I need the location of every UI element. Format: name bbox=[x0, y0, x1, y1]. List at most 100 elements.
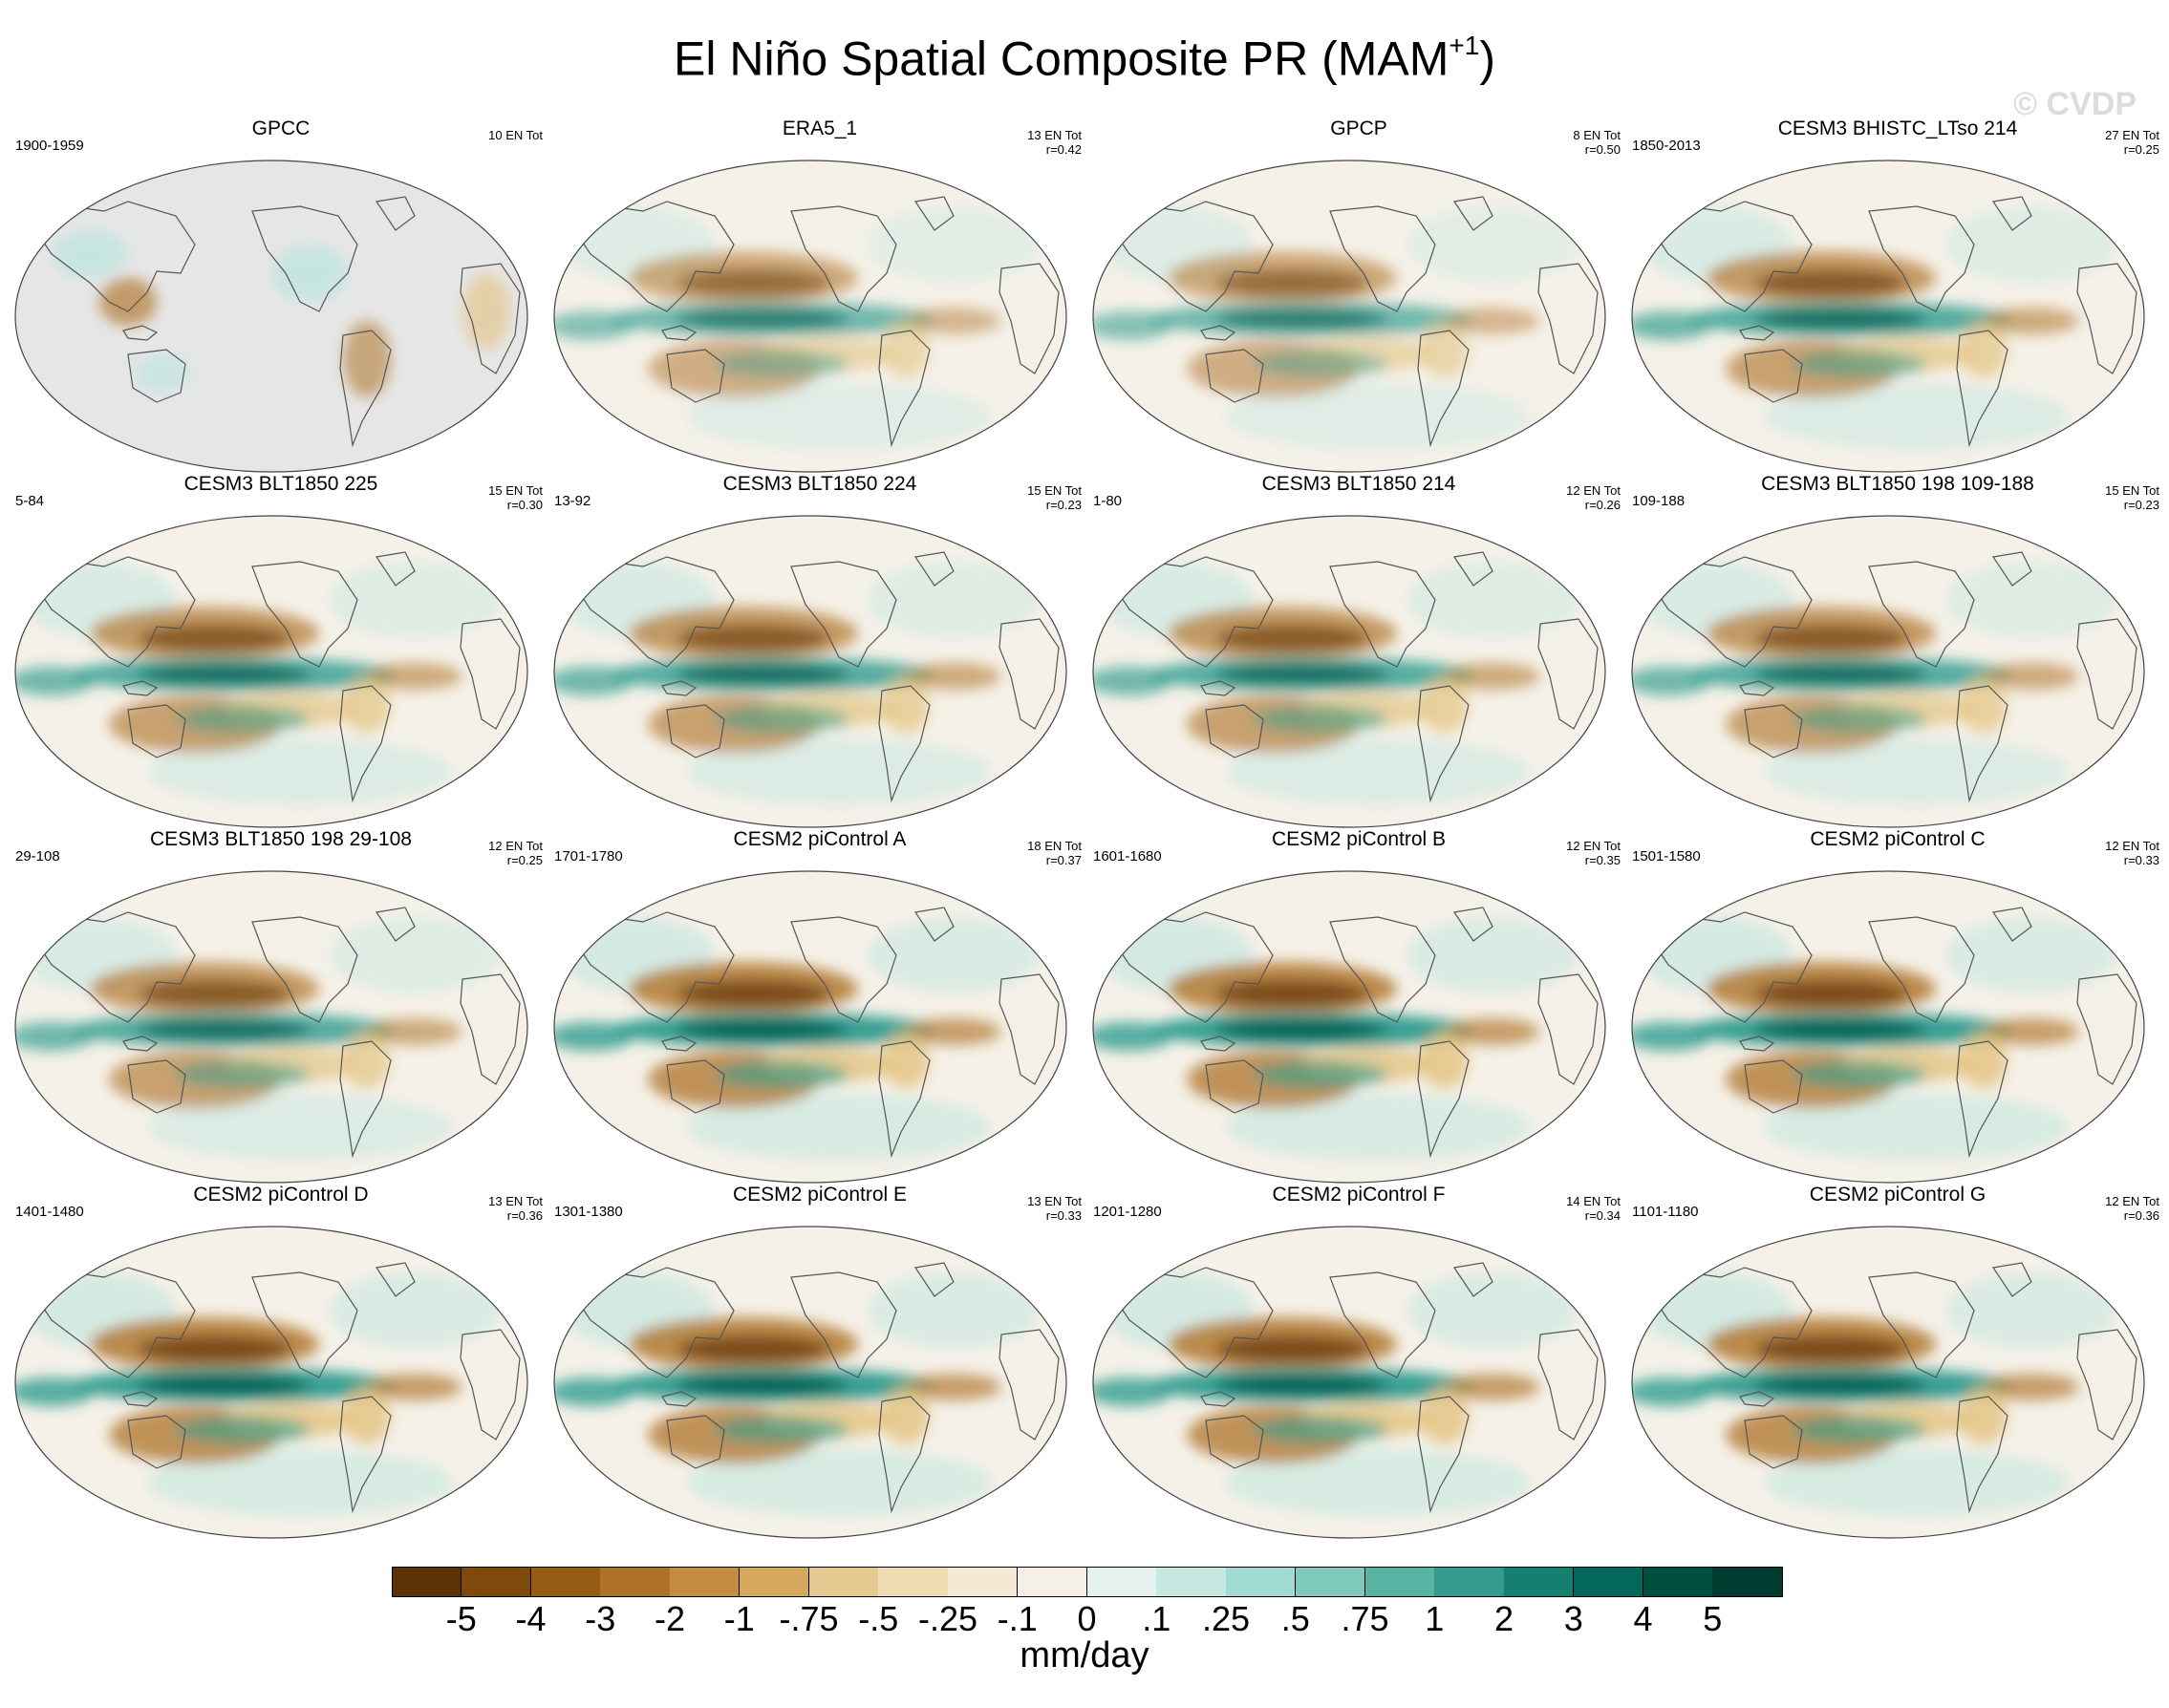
precip-anomaly-spcz bbox=[1793, 1417, 1926, 1443]
precip-anomaly-spcz bbox=[715, 351, 848, 377]
precip-anomaly-indian-ocean-wet bbox=[1632, 1022, 1711, 1051]
panel-stats: 27 EN Tot r=0.25 bbox=[2105, 128, 2159, 157]
precip-anomaly-spcz bbox=[1793, 351, 1926, 377]
coastline bbox=[1744, 349, 1803, 403]
precip-anomaly-south bbox=[147, 738, 453, 805]
panel-stats: 12 EN Tot r=0.35 bbox=[1566, 839, 1621, 867]
precip-anomaly-equatorial-core bbox=[1754, 665, 1926, 684]
panel-stat-line: 13 EN Tot bbox=[1027, 128, 1082, 142]
panel-title: CESM2 piControl E bbox=[732, 1184, 908, 1206]
panel-stats: 10 EN Tot bbox=[488, 128, 543, 142]
coastline bbox=[1991, 551, 2032, 587]
precip-anomaly-indian-ocean-wet bbox=[15, 667, 95, 695]
precip-anomaly-north-dry-core bbox=[1754, 1335, 1907, 1362]
map-border bbox=[14, 515, 528, 828]
coastline bbox=[1991, 907, 2032, 942]
precip-anomaly-south bbox=[686, 1094, 992, 1161]
map-panel: CESM3 BLT1850 214 1-80 12 EN Tot r=0.26 bbox=[1091, 472, 1626, 828]
precip-anomaly-equatorial-core bbox=[1215, 1376, 1387, 1395]
panel-title: CESM3 BLT1850 198 109-188 bbox=[1761, 473, 2034, 495]
panel-stat-line: 10 EN Tot bbox=[488, 128, 543, 142]
panel-stats: 15 EN Tot r=0.23 bbox=[1027, 483, 1082, 512]
map-background bbox=[15, 160, 527, 472]
panel-years: 1850-2013 bbox=[1632, 138, 1701, 154]
precip-anomaly-equatorial-core bbox=[1754, 310, 1926, 329]
colorbar-swatch bbox=[1712, 1567, 1783, 1597]
panel-stat-line: r=0.25 bbox=[2123, 142, 2159, 157]
world-map bbox=[1631, 1226, 2145, 1539]
coastline bbox=[1200, 680, 1236, 696]
precip-anomaly-asia-wet bbox=[52, 230, 128, 278]
precip-anomaly-south bbox=[147, 1449, 453, 1516]
precip-anomaly-ne bbox=[868, 917, 1040, 993]
precip-anomaly-indian-ocean-wet bbox=[15, 1022, 95, 1051]
precip-anomaly-spcz bbox=[176, 1417, 310, 1443]
precip-anomaly-amazon-dry bbox=[882, 321, 930, 378]
panel-stat-line: r=0.33 bbox=[1045, 1208, 1082, 1223]
figure-title-text: El Niño Spatial Composite PR (MAM bbox=[674, 32, 1450, 86]
world-map bbox=[1092, 515, 1606, 828]
precip-anomaly-ne bbox=[868, 1272, 1040, 1349]
coastline bbox=[1956, 330, 2008, 448]
precip-anomaly-amazon-dry bbox=[882, 676, 930, 734]
precip-anomaly-atlantic-dry bbox=[1984, 1374, 2079, 1400]
coastline bbox=[1329, 916, 1436, 1023]
panel-stat-line: 13 EN Tot bbox=[1027, 1194, 1082, 1208]
coastline bbox=[1200, 1035, 1236, 1052]
panel-years: 1401-1480 bbox=[15, 1204, 84, 1220]
coastline bbox=[375, 1262, 416, 1297]
map-border bbox=[1631, 515, 2145, 828]
precip-anomaly-spcz bbox=[715, 1061, 848, 1088]
panel-title: CESM2 piControl D bbox=[193, 1184, 369, 1206]
coastline bbox=[32, 556, 196, 668]
panel-years: 5-84 bbox=[15, 493, 45, 509]
precip-anomaly-equatorial-core bbox=[1754, 1020, 1926, 1039]
colorbar-swatch bbox=[1434, 1567, 1505, 1597]
coastline bbox=[790, 1271, 897, 1378]
precip-anomaly-north-dry-core bbox=[1215, 1335, 1368, 1362]
coastline bbox=[878, 685, 931, 803]
precip-anomaly-australia bbox=[133, 354, 190, 393]
coastline bbox=[460, 973, 521, 1085]
panel-stat-line: r=0.34 bbox=[1584, 1208, 1621, 1223]
coastline bbox=[1739, 1035, 1775, 1052]
colorbar-swatch bbox=[530, 1567, 601, 1597]
coastline bbox=[1109, 911, 1274, 1023]
map-border bbox=[1092, 1226, 1606, 1539]
colorbar-swatch bbox=[739, 1567, 809, 1597]
panel-stats: 18 EN Tot r=0.37 bbox=[1027, 839, 1082, 867]
panel-stat-line: r=0.23 bbox=[2123, 498, 2159, 512]
coastline bbox=[375, 551, 416, 587]
coastline bbox=[999, 1329, 1060, 1441]
panel-years: 1301-1380 bbox=[554, 1204, 623, 1220]
panel-years: 1-80 bbox=[1093, 493, 1123, 509]
coastline bbox=[913, 907, 955, 942]
map-panel: CESM2 piControl C 1501-1580 12 EN Tot r=0.3… bbox=[1630, 827, 2165, 1184]
world-map bbox=[1631, 870, 2145, 1184]
colorbar-swatch bbox=[1573, 1567, 1643, 1597]
precip-anomaly-indian-ocean-wet bbox=[1093, 1022, 1172, 1051]
coastline bbox=[1991, 1262, 2032, 1297]
precip-anomaly-ne bbox=[868, 562, 1040, 638]
coastline bbox=[1417, 685, 1470, 803]
map-border bbox=[1631, 1226, 2145, 1539]
coastline bbox=[666, 704, 725, 758]
coastline bbox=[666, 349, 725, 403]
coastline bbox=[1329, 205, 1436, 312]
panel-title: CESM2 piControl G bbox=[1809, 1184, 1986, 1206]
map-panel: CESM3 BLT1850 224 13-92 15 EN Tot r=0.23 bbox=[552, 472, 1087, 828]
coastline bbox=[1648, 201, 1813, 312]
coastline bbox=[913, 1262, 955, 1297]
panel-title: CESM2 piControl C bbox=[1810, 828, 1986, 850]
precip-anomaly-north-dry-core bbox=[1215, 980, 1368, 1007]
coastline bbox=[1537, 1329, 1599, 1441]
precip-anomaly-atlantic-dry bbox=[906, 663, 1001, 690]
precip-anomaly-equatorial-core bbox=[138, 1020, 310, 1039]
coastline bbox=[1739, 680, 1775, 696]
map-border bbox=[1631, 870, 2145, 1184]
coastline bbox=[2076, 973, 2137, 1085]
coastline bbox=[1648, 1267, 1813, 1378]
coastline bbox=[339, 1396, 392, 1514]
colorbar-swatch bbox=[670, 1567, 741, 1597]
colorbar-swatch bbox=[878, 1567, 949, 1597]
